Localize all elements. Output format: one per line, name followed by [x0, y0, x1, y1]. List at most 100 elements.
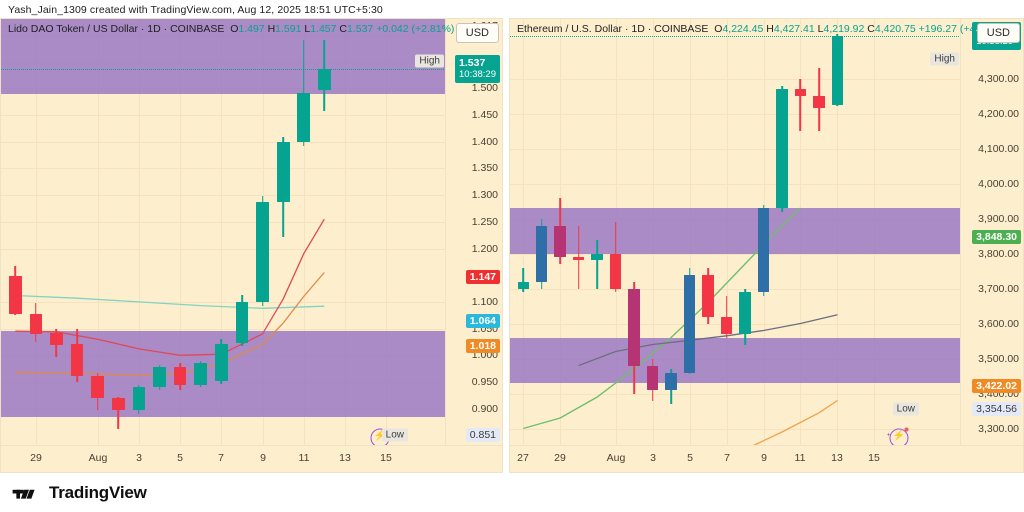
price-zone-upper [510, 208, 961, 254]
gridline-vertical [36, 19, 37, 446]
candle[interactable] [665, 369, 677, 404]
candle[interactable] [50, 329, 63, 358]
candle-body [317, 68, 331, 90]
cyan-level-pill[interactable]: 1.064 [465, 314, 500, 329]
chart-pane-ethereum[interactable]: ⚡ Ethereum / U.S. Dollar · 1D · COINBASE… [509, 18, 1024, 473]
candle[interactable] [757, 204, 770, 296]
candle[interactable] [813, 68, 825, 131]
candle-body [572, 257, 585, 260]
candle[interactable] [214, 339, 228, 385]
time-axis-label: 27 [517, 452, 529, 464]
candle[interactable] [572, 225, 585, 289]
candle-wick [799, 78, 802, 131]
gridline-horizontal [510, 393, 961, 395]
time-axis-label: 13 [339, 452, 351, 464]
time-axis-label: 3 [650, 452, 656, 464]
candle[interactable] [720, 295, 733, 338]
legend-exchange: COINBASE [170, 23, 225, 35]
legend-interval[interactable]: 1D [147, 23, 161, 35]
axis-tick-label: 0.900 [471, 402, 498, 415]
legend-high-label: H [267, 23, 276, 35]
axis-tick-label: 1.250 [471, 215, 498, 228]
legend-sep-1: · [137, 23, 148, 35]
legend-symbol[interactable]: Ethereum / U.S. Dollar [517, 23, 623, 35]
ma-green [523, 207, 801, 430]
red-level-pill[interactable]: 1.147 [465, 269, 500, 284]
time-axis-label: Aug [88, 452, 108, 464]
candle-body [276, 141, 290, 202]
candle[interactable] [535, 218, 548, 289]
candle[interactable] [256, 196, 269, 307]
candle[interactable] [646, 358, 659, 401]
candle[interactable] [194, 360, 208, 388]
candle[interactable] [235, 295, 249, 346]
candle[interactable] [29, 303, 43, 343]
time-axis-label: 13 [831, 452, 843, 464]
ma-orange [15, 272, 325, 376]
candle[interactable] [91, 373, 105, 410]
axis-pill-value: 1.537 [459, 56, 486, 69]
candle[interactable] [297, 39, 311, 147]
last-price-pill[interactable]: 1.537 10:38:29 [455, 54, 500, 83]
gridline-horizontal [510, 113, 961, 115]
candle[interactable] [317, 39, 331, 112]
candle[interactable] [776, 85, 788, 212]
candle[interactable] [173, 363, 187, 390]
candle-body [8, 276, 22, 314]
candle[interactable] [554, 197, 566, 264]
price-axis-ethereum[interactable]: 4,300.00 4,200.00 4,100.00 4,000.00 3,900.00… [960, 19, 1023, 472]
plot-area-lido[interactable]: ⚡ [1, 19, 446, 446]
candle-body [194, 363, 208, 385]
candle-wick [596, 239, 598, 289]
candle[interactable] [794, 78, 807, 131]
currency-badge-lido[interactable]: USD [455, 23, 499, 43]
plot-area-ethereum[interactable]: ⚡ [510, 19, 961, 446]
green-level-pill[interactable]: 3,848.30 [972, 229, 1021, 244]
axis-pill-value: 1.147 [469, 270, 496, 283]
earnings-lightning-icon[interactable]: ⚡ [889, 427, 909, 446]
orange-level-pill[interactable]: 3,422.02 [972, 378, 1021, 393]
candle-body [683, 274, 696, 373]
candle[interactable] [831, 34, 844, 107]
candle[interactable] [70, 328, 84, 382]
legend-interval[interactable]: 1D [631, 23, 645, 35]
candle[interactable] [683, 267, 696, 375]
candle[interactable] [132, 385, 146, 414]
axis-tick-label: 1.450 [471, 109, 498, 122]
candle-body [776, 89, 788, 208]
axis-pill-value: 1.018 [469, 339, 496, 352]
price-axis-lido[interactable]: 1.6171.6001.5501.5001.4501.4001.3501.300… [445, 19, 502, 472]
candle[interactable] [628, 281, 640, 394]
chart-pane-lido[interactable]: ⚡ Lido DAO Token / US Dollar · 1D · COIN… [0, 18, 503, 473]
axis-pill-value: 1.064 [469, 315, 496, 328]
candle[interactable] [702, 267, 714, 324]
candle[interactable] [8, 265, 22, 316]
time-axis-ethereum[interactable]: 27 29 Aug 3 5 7 9 11 13 15 [510, 445, 1023, 472]
candle[interactable] [739, 288, 751, 345]
candle[interactable] [517, 267, 529, 292]
candle[interactable] [591, 239, 603, 289]
candle-body [757, 208, 770, 292]
axis-low-value: 3,354.56 [972, 402, 1021, 417]
candle[interactable] [276, 137, 290, 237]
legend-open-label: O [714, 23, 723, 35]
candle[interactable] [153, 364, 166, 390]
candle-body [739, 292, 751, 334]
candle-body [591, 253, 603, 260]
candle[interactable] [609, 222, 622, 292]
time-axis-lido[interactable]: 29 Aug 3 5 7 9 11 13 15 [1, 445, 502, 472]
candle[interactable] [111, 396, 125, 429]
gridline-horizontal [510, 148, 961, 150]
candle-body [70, 344, 84, 376]
orange-level-pill[interactable]: 1.018 [465, 338, 500, 353]
gridline-vertical [345, 19, 346, 446]
currency-badge-ethereum[interactable]: USD [976, 23, 1020, 43]
axis-tick-label: 1.400 [471, 135, 498, 148]
legend-symbol[interactable]: Lido DAO Token / US Dollar [8, 23, 138, 35]
time-axis-label: 11 [794, 452, 806, 464]
axis-tick-label: 1.300 [471, 189, 498, 202]
candle-wick [522, 267, 525, 292]
gridline-vertical [304, 19, 305, 446]
tradingview-logo: TradingView [12, 483, 147, 503]
axis-tick-label: 0.950 [471, 375, 498, 388]
